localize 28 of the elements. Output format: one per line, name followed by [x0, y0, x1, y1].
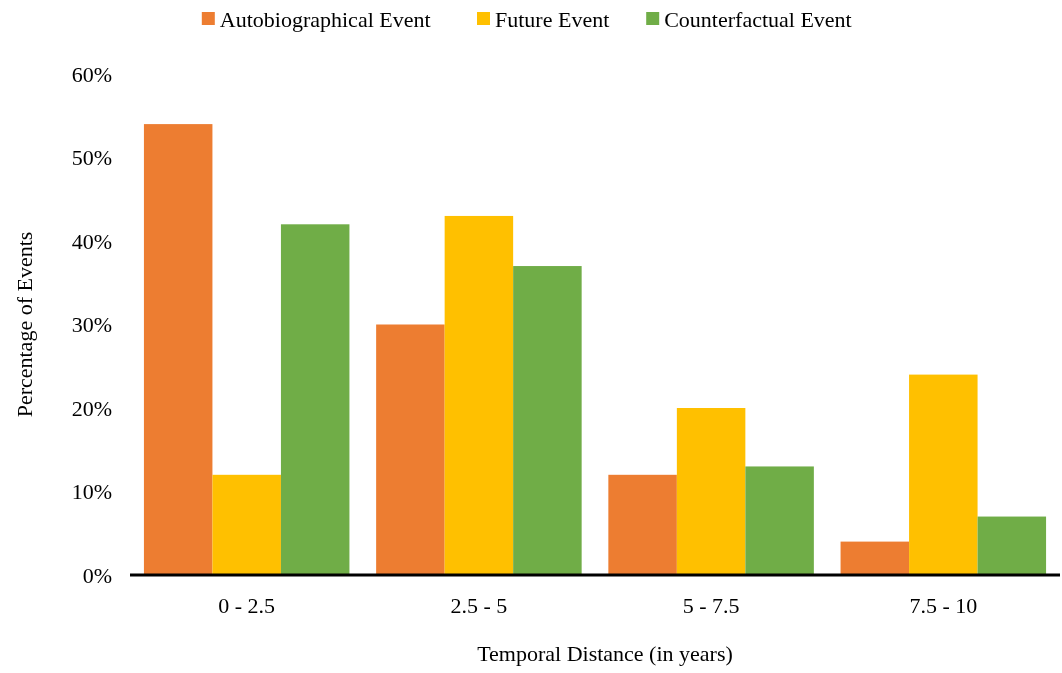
- bar: [977, 516, 1047, 575]
- legend-label: Autobiographical Event: [219, 6, 431, 32]
- bar: [676, 408, 746, 575]
- y-tick-label: 10%: [71, 479, 112, 505]
- legend-label: Counterfactual Event: [664, 6, 852, 32]
- y-axis-title: Percentage of Events: [12, 231, 37, 418]
- y-tick-label: 60%: [71, 61, 112, 87]
- legend-label: Future Event: [495, 6, 610, 32]
- x-tick-label: 0 - 2.5: [218, 593, 276, 618]
- y-tick-label: 0%: [82, 562, 112, 588]
- bar: [143, 124, 213, 575]
- x-axis-title: Temporal Distance (in years): [477, 641, 733, 666]
- x-tick-label: 7.5 - 10: [909, 593, 978, 618]
- bar: [840, 541, 910, 575]
- x-tick-label: 5 - 7.5: [682, 593, 740, 618]
- bar: [212, 474, 281, 575]
- bar: [280, 224, 350, 575]
- y-tick-label: 40%: [71, 228, 112, 254]
- bar: [376, 324, 445, 575]
- bar: [608, 474, 677, 575]
- y-tick-label: 30%: [71, 312, 112, 338]
- y-tick-label: 20%: [71, 395, 112, 421]
- x-tick-label: 2.5 - 5: [450, 593, 508, 618]
- y-tick-label: 50%: [71, 145, 112, 171]
- bar: [909, 374, 978, 575]
- bar: [745, 466, 814, 575]
- bar: [444, 215, 514, 575]
- bar: [513, 266, 582, 575]
